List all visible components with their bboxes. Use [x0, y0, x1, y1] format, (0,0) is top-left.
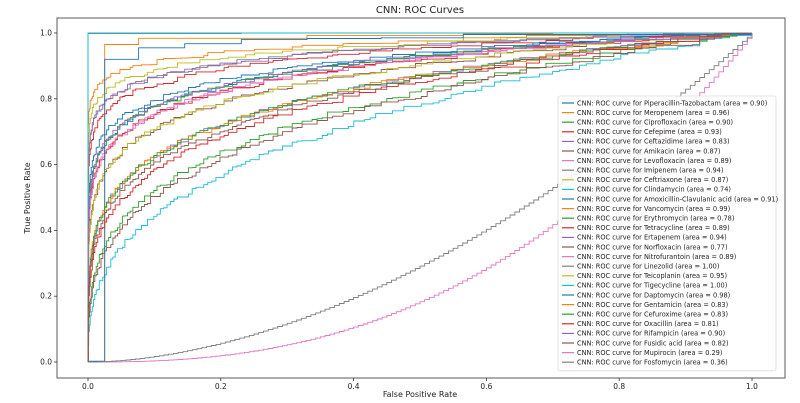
- y-axis: 0.0 0.2 0.4 0.6 0.8 1.0: [40, 29, 57, 367]
- x-tick-label: 0.0: [82, 382, 94, 391]
- roc-curve-series: [87, 32, 752, 363]
- legend: CNN: ROC curve for Piperacillin-Tazobact…: [557, 95, 778, 372]
- roc-curve-series: [87, 33, 753, 362]
- x-axis: 0.0 0.2 0.4 0.6 0.8 1.0: [82, 378, 758, 391]
- x-tick-label: 0.8: [613, 382, 625, 391]
- y-tick-label: 0.6: [40, 160, 52, 169]
- roc-curve-series: [87, 32, 752, 362]
- x-axis-label: False Positive Rate: [383, 390, 457, 399]
- legend-entry: CNN: ROC curve for Meropenem (area = 0.9…: [577, 109, 730, 117]
- legend-entry: CNN: ROC curve for Ertapenem (area = 0.9…: [577, 234, 727, 242]
- legend-entry: CNN: ROC curve for Amikacin (area = 0.87…: [577, 147, 720, 155]
- roc-curve-series: [87, 32, 752, 363]
- roc-curve-series: [87, 32, 752, 362]
- legend-entry: CNN: ROC curve for Clindamycin (area = 0…: [577, 186, 731, 194]
- roc-curve-series: [87, 32, 752, 363]
- roc-curve-series: [87, 32, 752, 363]
- y-tick-label: 0.4: [40, 226, 52, 235]
- legend-entry: CNN: ROC curve for Amoxicillin-Clavulani…: [577, 195, 778, 203]
- legend-entry: CNN: ROC curve for Cefuroxime (area = 0.…: [577, 311, 728, 319]
- plot-frame: [56, 17, 786, 379]
- legend-entry: CNN: ROC curve for Ceftazidime (area = 0…: [577, 138, 730, 146]
- roc-curve-series: [87, 32, 752, 363]
- y-tick-label: 0.8: [40, 94, 52, 103]
- roc-curve-series: [87, 33, 753, 362]
- x-tick-label: 0.2: [215, 382, 227, 391]
- legend-entry: CNN: ROC curve for Nitrofurantoin (area …: [577, 253, 736, 261]
- x-tick-label: 0.6: [480, 382, 492, 391]
- legend-entry: CNN: ROC curve for Ceftriaxone (area = 0…: [577, 176, 728, 184]
- legend-entry: CNN: ROC curve for Erythromycin (area = …: [577, 215, 734, 223]
- roc-curve-series: [87, 32, 752, 363]
- x-tick-label: 0.4: [348, 382, 360, 391]
- y-tick-label: 1.0: [40, 29, 52, 38]
- legend-entry: CNN: ROC curve for Cefepime (area = 0.93…: [577, 128, 722, 136]
- legend-entry: CNN: ROC curve for Norfloxacin (area = 0…: [577, 243, 728, 251]
- plot-area: [87, 32, 753, 363]
- x-tick-label: 1.0: [746, 382, 758, 391]
- roc-curve-series: [87, 32, 752, 362]
- legend-entry: CNN: ROC curve for Levofloxacin (area = …: [577, 157, 731, 165]
- legend-entry: CNN: ROC curve for Mupirocin (area = 0.2…: [577, 349, 722, 357]
- legend-entry: CNN: ROC curve for Tetracycline (area = …: [577, 224, 730, 232]
- roc-curve-series: [87, 32, 752, 362]
- legend-entry: CNN: ROC curve for Ciprofloxacin (area =…: [577, 119, 733, 127]
- legend-entry: CNN: ROC curve for Linezolid (area = 1.0…: [577, 263, 719, 271]
- legend-entry: CNN: ROC curve for Daptomycin (area = 0.…: [577, 291, 730, 299]
- y-tick-label: 0.0: [40, 358, 52, 367]
- legend-box: [557, 95, 777, 372]
- legend-entry: CNN: ROC curve for Fosfomycin (area = 0.…: [577, 359, 728, 367]
- y-axis-label: True Positive Rate: [23, 162, 32, 234]
- legend-entry: CNN: ROC curve for Tigecycline (area = 1…: [577, 282, 727, 290]
- legend-entry: CNN: ROC curve for Fusidic acid (area = …: [577, 339, 729, 347]
- roc-curve-series: [87, 32, 752, 363]
- roc-curve-series: [87, 33, 753, 362]
- legend-entry: CNN: ROC curve for Imipenem (area = 0.94…: [577, 167, 723, 175]
- y-tick-label: 0.2: [40, 292, 52, 301]
- legend-entry: CNN: ROC curve for Gentamicin (area = 0.…: [577, 301, 728, 309]
- chart-title: CNN: ROC Curves: [376, 5, 464, 16]
- legend-entry: CNN: ROC curve for Vancomycin (area = 0.…: [577, 205, 730, 213]
- legend-entry: CNN: ROC curve for Piperacillin-Tazobact…: [577, 99, 767, 107]
- legend-entry: CNN: ROC curve for Oxacillin (area = 0.8…: [577, 320, 719, 328]
- legend-entry: CNN: ROC curve for Rifampicin (area = 0.…: [577, 330, 725, 338]
- legend-entry: CNN: ROC curve for Teicoplanin (area = 0…: [577, 272, 727, 280]
